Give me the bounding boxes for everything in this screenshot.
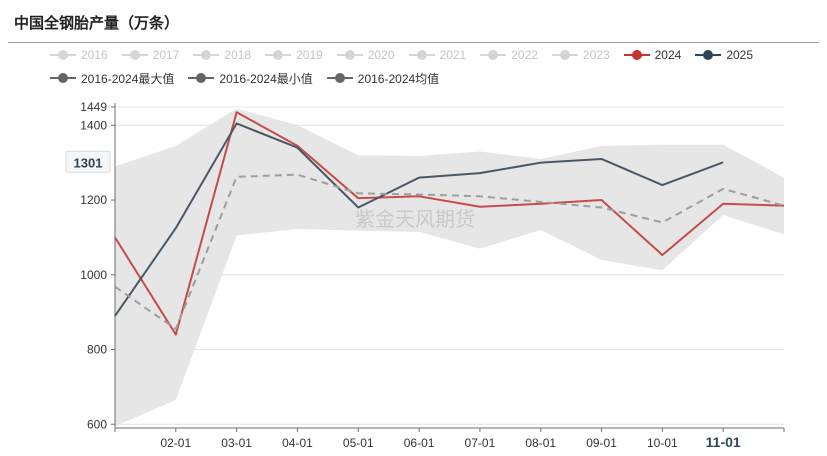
legend-marker-icon <box>326 72 353 84</box>
x-tick-label: 06-01 <box>404 436 435 450</box>
legend-label: 2020 <box>367 48 395 62</box>
y-tick-label: 1000 <box>80 268 107 282</box>
series-line-2016-2024均值 <box>114 173 785 330</box>
legend-label: 2016-2024最小值 <box>219 71 313 86</box>
legend-label: 2023 <box>582 48 610 62</box>
x-tick-label: 05-01 <box>343 436 374 450</box>
legend-item-2023[interactable]: 2023 <box>551 46 610 64</box>
y-tick-label: 1400 <box>80 118 107 132</box>
y-tick-label: 800 <box>87 343 107 357</box>
legend-label: 2024 <box>654 48 682 62</box>
series-line-2025 <box>114 122 724 317</box>
legend-item-2016-2024最小值[interactable]: 2016-2024最小值 <box>188 69 313 87</box>
legend-item-2025[interactable]: 2025 <box>695 46 753 64</box>
axis-pointer-value: 1301 <box>74 155 103 170</box>
x-tick-label: 07-01 <box>465 436 496 450</box>
legend-label: 2017 <box>152 48 180 62</box>
legend-label: 2016-2024均值 <box>357 71 440 86</box>
legend-marker-icon <box>336 49 363 61</box>
legend-marker-icon <box>695 49 722 61</box>
legend-label: 2025 <box>726 48 754 62</box>
legend-label: 2019 <box>296 48 323 62</box>
legend-marker-icon <box>623 49 650 61</box>
x-tick-label: 11-01 <box>706 434 741 450</box>
axis-pointer-label-box <box>65 150 111 173</box>
x-tick-label: 02-01 <box>160 436 191 450</box>
legend-row-years: 2016 2017 2018 2019 2020 2021 2022 2023 2024 2025 <box>50 46 767 64</box>
legend-label: 2022 <box>511 48 538 62</box>
legend-label: 2016 <box>81 48 108 62</box>
legend-marker-icon <box>265 49 292 61</box>
legend-item-2019[interactable]: 2019 <box>265 46 323 64</box>
y-tick-label: 600 <box>87 417 107 431</box>
title-divider <box>8 42 819 43</box>
legend-label: 2016-2024最大值 <box>81 71 175 86</box>
legend-item-2022[interactable]: 2022 <box>480 46 538 64</box>
legend-marker-icon <box>551 49 578 61</box>
x-tick-label: 08-01 <box>525 436 556 450</box>
x-tick-label: 10-01 <box>647 436 678 450</box>
legend-label: 2018 <box>224 48 252 62</box>
x-tick-label: 04-01 <box>282 436 313 450</box>
x-tick-label: 03-01 <box>221 436 252 450</box>
chart-title: 中国全钢胎产量（万条） <box>14 15 180 32</box>
legend-item-2016-2024均值[interactable]: 2016-2024均值 <box>326 69 440 87</box>
legend-item-2018[interactable]: 2018 <box>193 46 251 64</box>
legend-marker-icon <box>193 49 220 61</box>
legend-marker-icon <box>50 72 76 84</box>
legend-item-2024[interactable]: 2024 <box>623 46 682 64</box>
legend-item-2017[interactable]: 2017 <box>121 46 180 64</box>
series-line-2024 <box>114 111 785 336</box>
legend-item-2016[interactable]: 2016 <box>50 46 108 64</box>
legend-marker-icon <box>121 49 148 61</box>
legend-item-2020[interactable]: 2020 <box>336 46 395 64</box>
x-tick-label: 09-01 <box>586 436 617 450</box>
legend-item-2021[interactable]: 2021 <box>408 46 467 64</box>
legend-marker-icon <box>408 49 435 61</box>
y-tick-label: 1449 <box>80 100 107 114</box>
legend-row-stats: 2016-2024最大值 2016-2024最小值 2016-2024均值 <box>50 69 453 87</box>
range-band-max-min <box>115 108 784 427</box>
legend-marker-icon <box>480 49 507 61</box>
watermark-text: 紫金天风期货 <box>355 207 475 231</box>
legend-item-2016-2024最大值[interactable]: 2016-2024最大值 <box>50 69 174 87</box>
legend-marker-icon <box>188 72 215 84</box>
legend-marker-icon <box>50 49 76 61</box>
y-tick-label: 1200 <box>80 193 107 207</box>
legend-label: 2021 <box>439 48 467 62</box>
